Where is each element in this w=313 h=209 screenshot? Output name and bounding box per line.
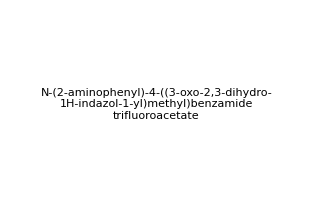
Text: N-(2-aminophenyl)-4-((3-oxo-2,3-dihydro-
1H-indazol-1-yl)methyl)benzamide
triflu: N-(2-aminophenyl)-4-((3-oxo-2,3-dihydro-…: [41, 88, 272, 121]
